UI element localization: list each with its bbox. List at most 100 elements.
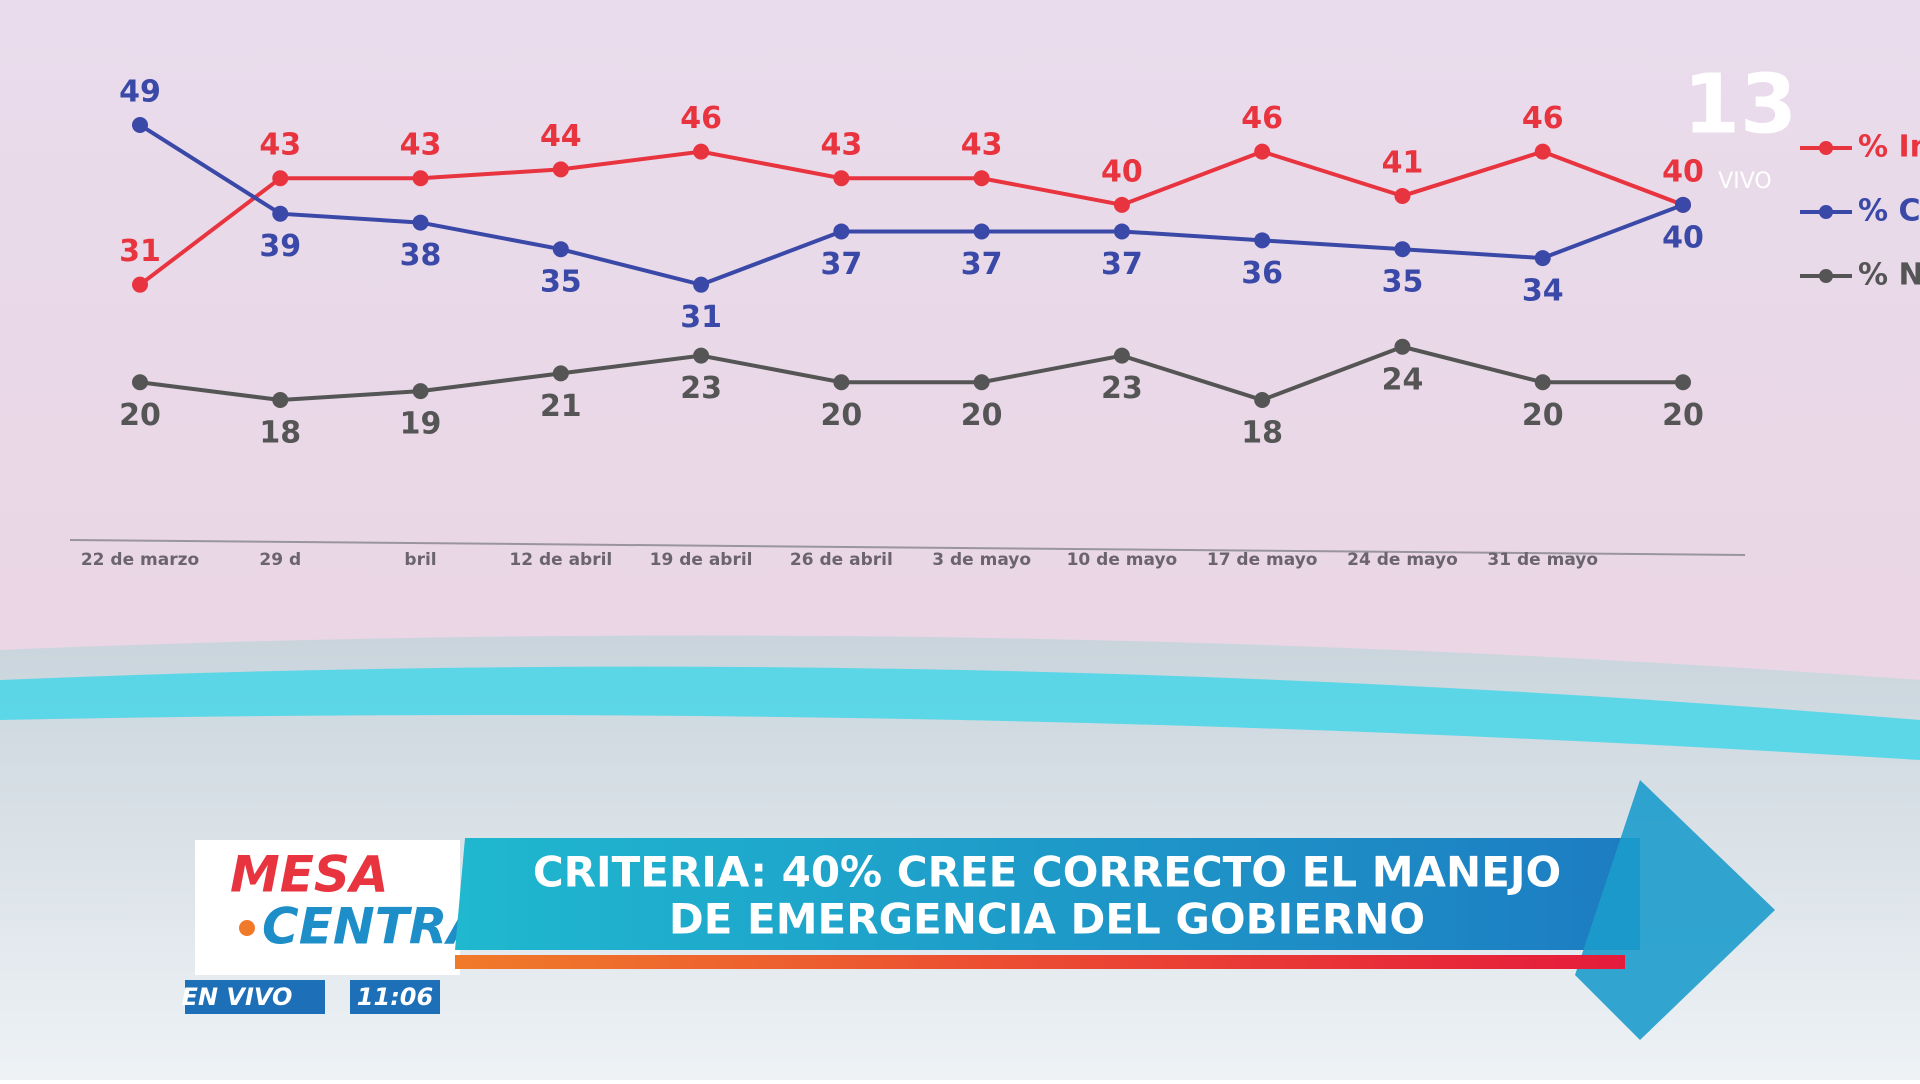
data-label: 31 [119,234,161,269]
data-point [833,223,850,240]
time-box [350,980,440,1014]
data-label: 34 [1522,274,1564,309]
x-tick-label: 26 de abril [790,550,893,570]
x-tick-label: 12 de abril [509,550,612,570]
data-label: 23 [680,371,722,406]
data-point [973,374,990,391]
data-point [693,347,710,364]
data-label: 44 [540,119,582,154]
legend: % In % Co % N [1800,130,1920,293]
data-point [552,161,569,178]
data-point [132,374,148,391]
data-point [552,241,569,258]
legend-dot [1819,205,1833,219]
data-label: 35 [540,265,582,300]
data-label: 20 [820,398,862,433]
data-point [1113,223,1130,240]
x-tick-label: 19 de abril [650,550,753,570]
data-label: 20 [961,398,1003,433]
data-point [1254,232,1271,249]
data-label: 46 [1522,101,1564,136]
data-point [1394,338,1411,355]
light-band [0,666,1920,760]
data-point [693,276,710,293]
data-point [1534,143,1551,160]
x-tick-label: 10 de mayo [1067,550,1178,570]
data-point [833,170,850,187]
logo-live: VIVO [1718,169,1772,194]
x-tick-label: 29 d [259,550,301,570]
brand-box [195,840,460,975]
series-line [138,123,1684,287]
data-label: 43 [961,128,1003,163]
x-tick-label: 31 de mayo [1487,550,1598,570]
headline-stripe [455,955,1625,969]
x-axis [69,539,1746,556]
decor-diamond [1575,780,1775,1040]
headline-line-2: DE EMERGENCIA DEL GOBIERNO [669,895,1425,944]
headline-line-1: CRITERIA: 40% CREE CORRECTO EL MANEJO [533,848,1561,897]
data-label: 43 [259,128,301,163]
data-label: 46 [1241,101,1283,136]
data-point [272,205,289,222]
data-point [973,170,990,187]
data-label: 46 [680,101,722,136]
time-label: 11:06 [357,983,433,1011]
data-label: 20 [1522,398,1564,433]
x-tick-label: 17 de mayo [1207,550,1318,570]
data-label: 36 [1241,256,1283,291]
data-label: 38 [400,238,442,273]
legend-label: % Co [1858,194,1920,229]
data-point [833,374,850,391]
plot: 22 de marzo 29 d bril 12 de abril 19 de abri… [81,75,1704,571]
data-point [1254,143,1271,160]
data-label: 39 [259,229,301,264]
data-label: 18 [259,416,301,451]
data-label: 20 [1662,398,1704,433]
x-tick-label: 24 de mayo [1347,550,1458,570]
data-label: 40 [1662,154,1704,189]
data-label: 20 [119,398,161,433]
data-label: 40 [1101,154,1143,189]
series-line [139,344,1683,403]
data-point [132,276,148,293]
data-label: 37 [820,247,862,282]
data-label: 23 [1101,371,1143,406]
data-point [1113,196,1130,213]
data-point [272,170,289,187]
data-label: 37 [961,247,1003,282]
data-label: 31 [680,300,722,335]
x-tick-label: bril [404,550,436,570]
data-point [412,214,429,231]
data-label: 18 [1241,416,1283,451]
data-point [412,170,429,187]
data-point [693,143,710,160]
data-label: 43 [820,128,862,163]
data-point [973,223,990,240]
data-label: 41 [1382,145,1424,180]
logo-number: 13 [1683,57,1797,152]
x-tick-label: 3 de mayo [932,550,1031,570]
data-point [1675,196,1691,213]
live-label: EN VIVO [182,983,293,1011]
legend-label: % In [1858,130,1920,165]
data-point [1254,392,1271,408]
data-point [132,117,148,133]
data-label: 21 [540,389,582,424]
data-point [1394,187,1411,204]
live-box [185,980,325,1014]
data-point [1534,374,1551,391]
data-label: 37 [1101,247,1143,282]
legend-label: % N [1858,258,1920,293]
data-label: 35 [1382,265,1424,300]
brand-dot [239,920,255,936]
data-point [1394,241,1411,258]
data-point [1534,250,1551,267]
brand-top: MESA [230,846,389,904]
data-point [552,365,569,382]
data-point [1113,347,1130,364]
data-label: 43 [400,128,442,163]
data-point [272,392,289,408]
